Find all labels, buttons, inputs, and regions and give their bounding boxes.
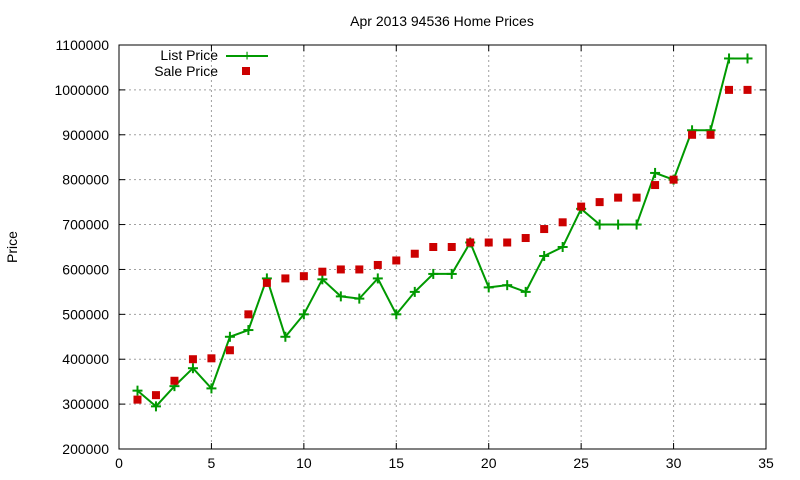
sale-price-point: [281, 274, 290, 283]
y-tick-labels: 200000 300000 400000 500000 600000 700000 8000…: [54, 37, 109, 457]
list-price-point: [631, 219, 642, 230]
x-tick-label: 30: [666, 455, 682, 471]
sale-price-point: [725, 85, 734, 94]
x-tick-label: 35: [758, 455, 774, 471]
y-tick-label: 300000: [62, 396, 109, 412]
list-price-point: [742, 53, 753, 64]
list-price-point: [354, 293, 365, 304]
list-price-point: [150, 401, 161, 412]
list-price-point: [724, 53, 735, 64]
y-axis-label: Price: [4, 231, 20, 263]
y-tick-label: 1000000: [54, 82, 109, 98]
list-price-point: [502, 280, 513, 291]
sale-price-point: [262, 278, 271, 287]
sale-price-point: [484, 238, 493, 247]
sale-price-point: [632, 193, 641, 202]
list-price-point: [594, 219, 605, 230]
sale-price-point: [688, 130, 697, 139]
list-price-point: [446, 268, 457, 279]
y-tick-label: 700000: [62, 217, 109, 233]
list-price-point: [187, 363, 198, 374]
list-price-point: [280, 331, 291, 342]
legend: List Price + Sale Price: [154, 47, 268, 79]
y-tick-label: 600000: [62, 261, 109, 277]
chart-title: Apr 2013 94536 Home Prices: [350, 13, 534, 29]
sale-price-point: [540, 225, 549, 234]
list-price-point: [557, 242, 568, 252]
sale-price-point: [651, 181, 660, 190]
x-tick-label: 25: [573, 455, 589, 471]
sale-price-point: [318, 267, 327, 276]
plot-frame: [118, 44, 767, 450]
sale-price-point: [521, 234, 530, 243]
y-tick-label: 500000: [62, 306, 109, 322]
sale-price-point: [614, 193, 623, 202]
sale-price-point: [373, 260, 382, 269]
sale-price-point: [577, 202, 586, 211]
list-price-point: [483, 282, 494, 293]
y-tick-label: 800000: [62, 172, 109, 188]
x-tick-label: 0: [115, 455, 123, 471]
list-price-point: [520, 286, 531, 297]
list-price-point: [298, 309, 309, 320]
sale-price-point: [207, 354, 216, 363]
list-price-point: [539, 250, 550, 261]
sale-price-point: [669, 175, 678, 184]
series-layer: [132, 53, 753, 412]
y-tick-label: 1100000: [56, 37, 110, 53]
sale-price-point: [410, 249, 419, 258]
list-price-line: [136, 57, 748, 408]
sale-price-point: [299, 272, 308, 281]
sale-price-point: [595, 198, 604, 207]
sale-price-point: [558, 218, 567, 227]
list-price-point: [613, 219, 624, 230]
sale-price-point: [743, 85, 752, 94]
legend-label-list-price: List Price: [160, 47, 218, 63]
list-price-point: [428, 268, 439, 279]
list-price-point: [650, 167, 661, 178]
sale-price-point: [244, 310, 253, 319]
list-price-point: [132, 385, 143, 396]
sale-price-point: [429, 243, 438, 251]
list-price-point: [243, 325, 254, 336]
list-price-point: [335, 291, 346, 302]
grid-lines: [119, 45, 766, 449]
sale-price-point: [336, 265, 345, 274]
list-price-point: [391, 309, 402, 320]
sale-price-point: [170, 376, 179, 385]
legend-label-sale-price: Sale Price: [154, 63, 218, 79]
list-price-point: [409, 286, 420, 297]
sale-price-point: [392, 256, 401, 265]
axis-ticks: [118, 44, 767, 450]
sale-price-point: [133, 395, 142, 404]
x-tick-labels: 0 5 10 15 20 25 30 35: [115, 455, 774, 471]
list-price-point: [372, 273, 383, 284]
list-price-point: [317, 274, 328, 285]
y-tick-label: 900000: [62, 127, 109, 143]
sale-price-point: [225, 346, 234, 355]
sale-price-point: [447, 243, 456, 251]
sale-price-point: [503, 238, 512, 247]
legend-marker-list-price: +: [242, 48, 251, 65]
x-tick-label: 20: [481, 455, 497, 471]
x-tick-label: 5: [208, 455, 216, 471]
list-price-point: [206, 383, 217, 394]
list-price-point: [224, 331, 235, 342]
sale-price-point: [466, 238, 475, 247]
x-tick-label: 15: [388, 455, 404, 471]
sale-price-point: [706, 130, 715, 139]
sale-price-point: [355, 265, 364, 274]
legend-marker-sale-price: [242, 67, 250, 75]
sale-price-point: [151, 391, 160, 400]
y-tick-label: 200000: [62, 441, 109, 457]
sale-price-point: [188, 355, 197, 364]
y-tick-label: 400000: [62, 351, 109, 367]
x-tick-label: 10: [296, 455, 312, 471]
